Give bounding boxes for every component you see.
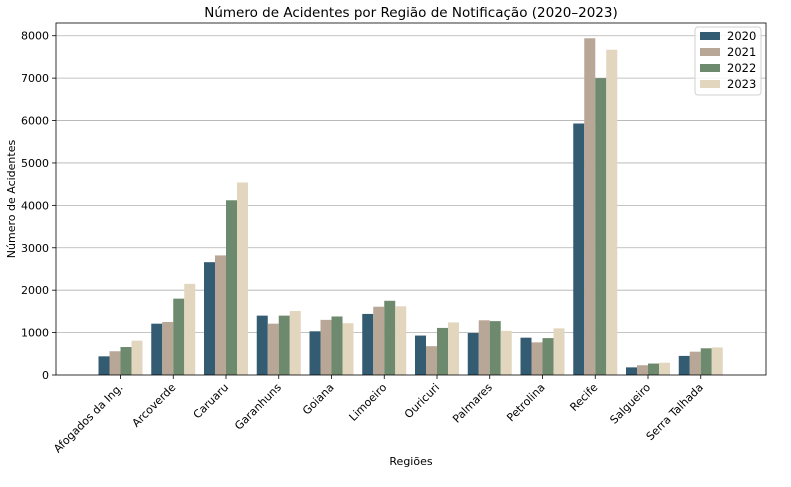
bar-2022 bbox=[700, 348, 712, 375]
bar-2023 bbox=[131, 340, 143, 375]
x-tick-label: Serra Talhada bbox=[644, 381, 706, 443]
x-tick-label: Garanhuns bbox=[232, 381, 284, 433]
bar-2023 bbox=[237, 182, 248, 375]
bar-2021 bbox=[689, 351, 701, 375]
bar-2020 bbox=[573, 123, 585, 376]
legend-box bbox=[694, 26, 762, 96]
y-tick-label: 0 bbox=[42, 369, 49, 382]
y-tick-label: 5000 bbox=[21, 157, 49, 170]
legend-label: 2020 bbox=[727, 29, 756, 43]
bar-2021 bbox=[426, 346, 437, 375]
bar-2020 bbox=[98, 356, 110, 375]
bar-2021 bbox=[373, 306, 385, 375]
grid-lines bbox=[56, 35, 766, 333]
y-tick-label: 4000 bbox=[21, 199, 49, 212]
legend: 2020 2021 2022 2023 bbox=[694, 26, 762, 96]
bar-2022 bbox=[489, 321, 501, 375]
bar-2022 bbox=[173, 298, 185, 375]
bar-2020 bbox=[520, 337, 532, 375]
bar-2023 bbox=[289, 310, 301, 375]
legend-label: 2023 bbox=[727, 77, 756, 91]
y-axis: 0 1000 2000 3000 4000 5000 6000 7000 8000 bbox=[21, 30, 56, 382]
bar-2020 bbox=[151, 323, 163, 375]
bar-2023 bbox=[184, 283, 196, 375]
bar-2020 bbox=[256, 315, 268, 375]
plot-frame bbox=[55, 22, 767, 376]
bar-2022 bbox=[542, 338, 554, 375]
bar-2021 bbox=[584, 38, 596, 376]
chart-title: Número de Acidentes por Região de Notifi… bbox=[204, 5, 618, 21]
bar-2023 bbox=[448, 322, 459, 375]
bar-2022 bbox=[226, 200, 237, 375]
bar-2022 bbox=[437, 327, 448, 375]
bar-2021 bbox=[162, 321, 174, 375]
legend-swatch bbox=[700, 80, 720, 88]
bars bbox=[98, 38, 723, 376]
legend-swatch bbox=[700, 64, 720, 72]
legend-label: 2021 bbox=[727, 45, 756, 59]
bar-2023 bbox=[659, 362, 670, 375]
bar-2023 bbox=[553, 328, 565, 375]
y-tick-label: 6000 bbox=[21, 115, 49, 128]
x-tick-label: Goiana bbox=[300, 381, 337, 418]
x-tick-label: Afogados da Ing. bbox=[51, 381, 125, 455]
bar-2022 bbox=[648, 363, 659, 375]
bar-2021 bbox=[215, 255, 226, 375]
x-tick-label: Palmares bbox=[450, 381, 495, 426]
bar-2021 bbox=[320, 319, 332, 375]
legend-swatch bbox=[700, 48, 720, 56]
bar-2020 bbox=[626, 367, 637, 375]
bar-2022 bbox=[120, 347, 132, 375]
y-tick-label: 8000 bbox=[21, 30, 49, 43]
y-tick-label: 3000 bbox=[21, 242, 49, 255]
y-tick-label: 7000 bbox=[21, 72, 49, 85]
bar-2022 bbox=[384, 300, 396, 375]
y-axis-label: Número de Acidentes bbox=[5, 140, 18, 259]
bar-2023 bbox=[342, 323, 354, 375]
legend-label: 2022 bbox=[727, 61, 756, 75]
bar-2020 bbox=[467, 333, 479, 375]
bar-2020 bbox=[309, 331, 321, 375]
bar-2023 bbox=[711, 347, 723, 375]
bar-2021 bbox=[637, 365, 648, 375]
bar-2023 bbox=[395, 306, 407, 375]
x-tick-label: Salgueiro bbox=[607, 381, 653, 427]
bar-2022 bbox=[331, 316, 343, 375]
bar-2020 bbox=[204, 262, 215, 375]
x-tick-label: Caruaru bbox=[191, 381, 231, 421]
bar-2023 bbox=[606, 49, 618, 375]
y-tick-label: 1000 bbox=[21, 327, 49, 340]
x-axis: Afogados da Ing. Arcoverde Caruaru Garanhun… bbox=[51, 375, 706, 455]
x-tick-label: Ouricuri bbox=[402, 381, 442, 421]
bar-2021 bbox=[267, 323, 279, 375]
bar-2021 bbox=[531, 342, 543, 375]
bar-2023 bbox=[500, 330, 512, 375]
x-tick-label: Limoeiro bbox=[347, 381, 390, 424]
x-axis-label: Regiões bbox=[389, 455, 432, 468]
x-tick-label: Petrolina bbox=[504, 381, 547, 424]
bar-2022 bbox=[278, 315, 290, 375]
x-tick-label: Arcoverde bbox=[130, 381, 179, 430]
bar-2021 bbox=[109, 351, 121, 375]
legend-swatch bbox=[700, 32, 720, 40]
bar-2021 bbox=[478, 320, 490, 375]
y-tick-label: 2000 bbox=[21, 284, 49, 297]
bar-2020 bbox=[415, 335, 426, 375]
bar-2022 bbox=[595, 78, 607, 375]
bar-2020 bbox=[362, 313, 374, 375]
x-tick-label: Recife bbox=[567, 381, 600, 414]
bar-2020 bbox=[678, 355, 690, 375]
